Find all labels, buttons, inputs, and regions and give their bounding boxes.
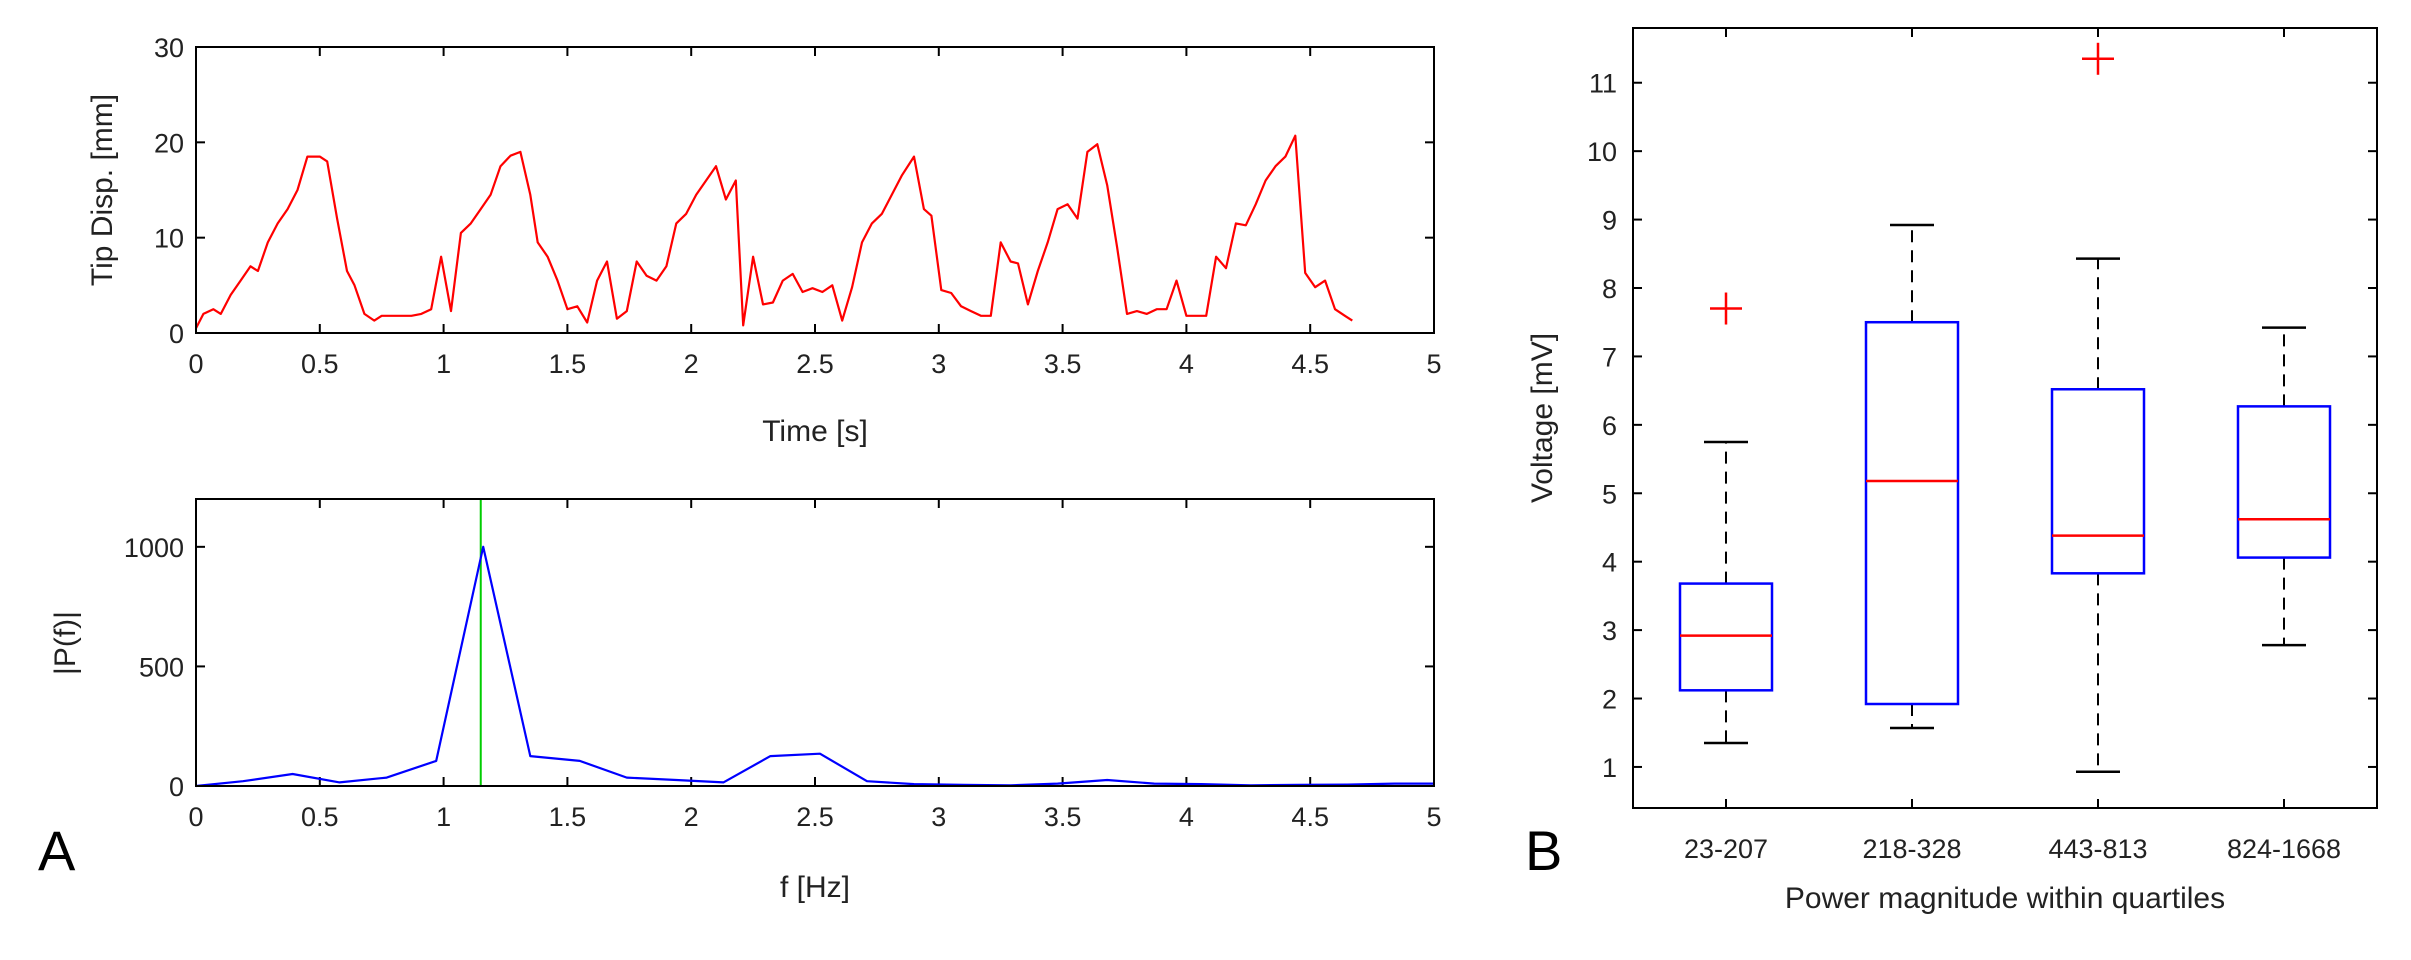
tip-x-tick-label: 1 [436,349,451,379]
tip-x-tick-label: 4 [1179,349,1194,379]
boxplot-y-tick-label: 1 [1602,753,1617,783]
tip-x-tick-label: 3.5 [1044,349,1082,379]
tip-ticks: 0 0.5 1 1.5 2 2.5 3 3.5 4 4.5 5 0 10 20 30 [154,33,1442,379]
spectrum-y-tick-label: 500 [139,652,184,682]
boxplot-group [1864,223,1960,730]
spectrum-plot: 0 0.5 1 1.5 2 2.5 3 3.5 4 4.5 5 0 500 1000 f [Hz] |P(… [49,498,1442,904]
boxplot-y-tick-label: 6 [1602,411,1617,441]
boxplot-y-tick-label: 10 [1587,137,1617,167]
spectrum-line [195,545,1434,788]
boxplot-y-tick-label: 8 [1602,274,1617,304]
tip-x-tick-label: 4.5 [1291,349,1329,379]
tip-x-axis-label: Time [s] [762,415,868,448]
boxplot-category-label: 218-328 [1862,834,1961,864]
spectrum-x-tick-label: 1.5 [549,802,587,832]
boxplot-y-tick-label: 5 [1602,479,1617,509]
boxplot-ticks: 1 2 3 4 5 6 7 8 9 10 11 23-207 218-328 443-813 824-166… [1587,28,2377,864]
panel-label-b: B [1525,819,1562,882]
spectrum-x-tick-label: 0.5 [301,802,339,832]
tip-x-tick-label: 0 [188,349,203,379]
tip-y-tick-label: 30 [154,33,184,63]
spectrum-x-tick-label: 0 [188,802,203,832]
tip-x-tick-label: 1.5 [549,349,587,379]
tip-x-tick-label: 0.5 [301,349,339,379]
boxplot-y-tick-label: 4 [1602,548,1617,578]
spectrum-plot-frame [195,498,1435,787]
spectrum-x-tick-label: 3.5 [1044,802,1082,832]
spectrum-x-tick-label: 4.5 [1291,802,1329,832]
spectrum-ticks: 0 0.5 1 1.5 2 2.5 3 3.5 4 4.5 5 0 500 1000 [124,499,1442,832]
spectrum-y-tick-label: 0 [169,772,184,802]
boxplot-category-label: 443-813 [2048,834,2147,864]
tip-plot-frame [195,46,1435,334]
spectrum-x-axis-label: f [Hz] [780,871,850,904]
tip-line [195,134,1353,329]
spectrum-y-tick-label: 1000 [124,533,184,563]
spectrum-x-tick-label: 5 [1426,802,1441,832]
boxplot-category-label: 824-1668 [2227,834,2341,864]
tip-x-tick-label: 5 [1426,349,1441,379]
boxplot-box [2236,405,2332,559]
tip-y-tick-label: 20 [154,128,184,158]
spectrum-x-tick-label: 2.5 [796,802,834,832]
boxplot-group [2050,42,2146,773]
boxplot-y-tick-label: 3 [1602,616,1617,646]
voltage-boxplot: 1 2 3 4 5 6 7 8 9 10 11 23-207 218-328 443-813 824-166… [1526,27,2378,915]
boxplot-y-tick-label: 7 [1602,342,1617,372]
spectrum-x-tick-label: 3 [931,802,946,832]
panel-label-a: A [38,819,76,882]
boxplot-group [2236,326,2332,647]
boxplot-y-tick-label: 9 [1602,206,1617,236]
boxplot-box [1864,320,1960,706]
tip-x-tick-label: 2 [684,349,699,379]
boxplot-x-axis-label: Power magnitude within quartiles [1785,882,2225,915]
tip-y-tick-label: 0 [169,319,184,349]
tip-series [195,134,1353,329]
boxplot-box [1678,582,1774,692]
boxplot-y-axis-label: Voltage [mV] [1526,333,1559,503]
boxplot-category-label: 23-207 [1684,834,1768,864]
boxplot-box [2050,388,2146,575]
boxplot-y-tick-label: 2 [1602,685,1617,715]
spectrum-x-tick-label: 1 [436,802,451,832]
boxplot-y-tick-label: 11 [1589,69,1617,99]
tip-displacement-plot: 0 0.5 1 1.5 2 2.5 3 3.5 4 4.5 5 0 10 20 30 Time [s] Ti… [86,33,1442,448]
boxplot-group [1678,292,1774,745]
boxplot-frame [1632,27,2378,809]
spectrum-y-axis-label: |P(f)| [49,611,82,675]
tip-x-tick-label: 3 [931,349,946,379]
boxplot-boxes [1678,42,2332,773]
spectrum-x-tick-label: 2 [684,802,699,832]
tip-y-tick-label: 10 [154,224,184,254]
spectrum-x-tick-label: 4 [1179,802,1194,832]
tip-y-axis-label: Tip Disp. [mm] [86,94,119,286]
tip-x-tick-label: 2.5 [796,349,834,379]
spectrum-series [195,499,1434,788]
